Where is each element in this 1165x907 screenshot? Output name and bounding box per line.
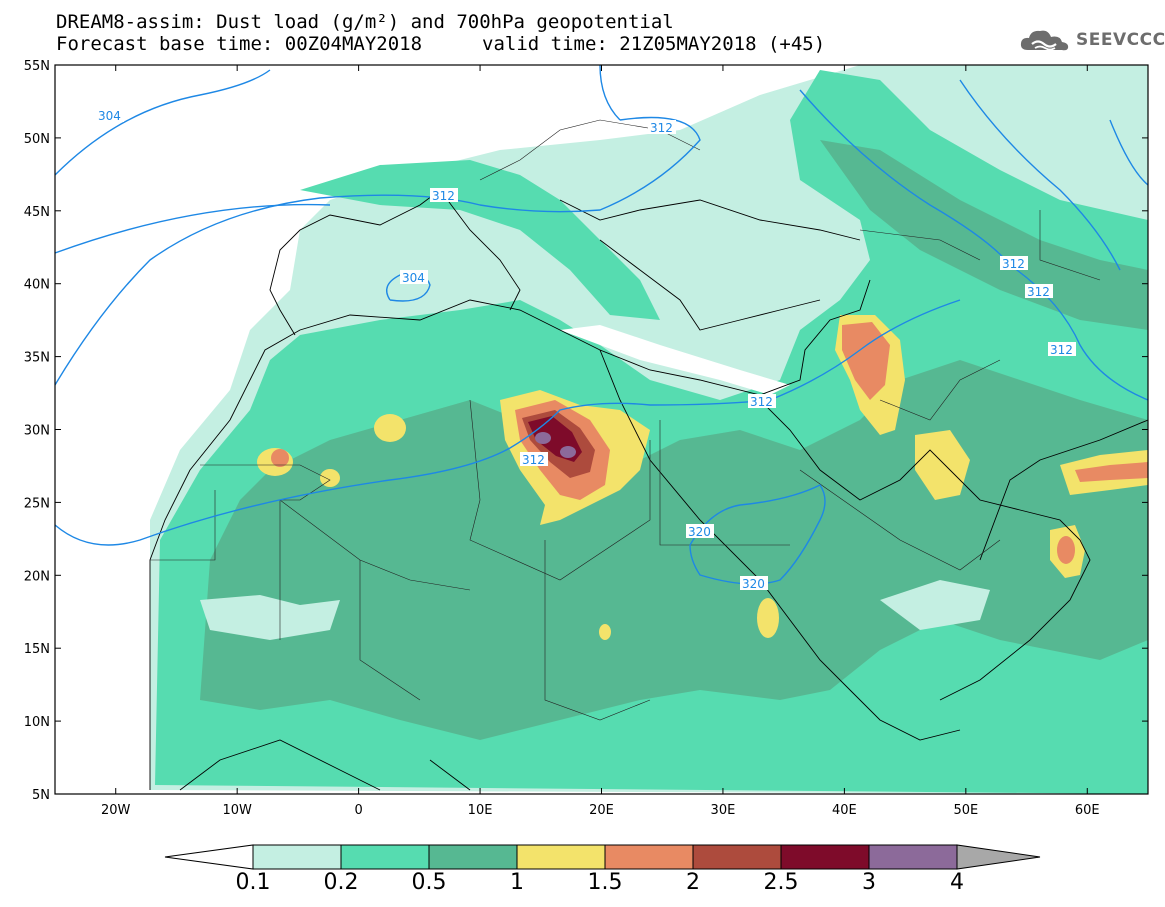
- dust-spot-algeria: [374, 414, 406, 442]
- dust-spot-morocco-orange: [271, 449, 289, 467]
- logo-text: SEEVCCC: [1076, 30, 1165, 50]
- colorbar-swatch: [868, 844, 958, 870]
- dust-clear-pocket-2: [880, 580, 990, 630]
- colorbar-swatch: [516, 844, 606, 870]
- lon-label: 30E: [711, 803, 736, 818]
- colorbar-swatch: [340, 844, 430, 870]
- colorbar: 0.1 0.2 0.5 1 1.5 2 2.5 3 4: [164, 844, 1041, 895]
- colorbar-label: 4: [950, 870, 964, 895]
- dust-spot-oman-orange: [1057, 536, 1075, 564]
- lat-label: 5N: [32, 788, 50, 803]
- dust-contour-0.5: [200, 360, 1148, 740]
- lat-label: 15N: [24, 642, 50, 657]
- dust-contour-1-gulf: [915, 430, 970, 500]
- isoline-label: 312: [1050, 343, 1073, 357]
- lon-label: 60E: [1075, 803, 1100, 818]
- dust-contour-1.5-iran: [1075, 462, 1148, 482]
- dust-clear-med: [560, 325, 790, 395]
- isoline-label: 312: [1027, 285, 1050, 299]
- isoline-labels: 304 304 312 312 312 312 312 312 312 320 …: [96, 108, 1076, 591]
- lon-label: 50E: [953, 803, 978, 818]
- colorbar-low-arrow: [164, 844, 254, 870]
- cloud-icon: [1020, 30, 1069, 51]
- lat-label: 20N: [24, 569, 50, 584]
- isoline-label: 312: [1002, 257, 1025, 271]
- country-borders: [150, 119, 1101, 721]
- latitude-axis: 55N 50N 45N 40N 35N 30N 25N 20N 15N 10N 5N: [24, 59, 1148, 803]
- lon-label: 40E: [832, 803, 857, 818]
- colorbar-swatch: [780, 844, 870, 870]
- dust-contour-1.5-iraq: [842, 322, 890, 400]
- dust-spot-mali: [320, 469, 340, 487]
- lat-label: 45N: [24, 205, 50, 220]
- coastlines: [149, 189, 1148, 791]
- colorbar-label: 3: [862, 870, 876, 895]
- lat-label: 25N: [24, 496, 50, 511]
- isoline-label: 304: [402, 271, 425, 285]
- isoline-label: 312: [432, 189, 455, 203]
- dust-spot-sudan: [757, 598, 779, 638]
- isoline-label: 320: [688, 525, 711, 539]
- lon-label: 20W: [101, 803, 131, 818]
- map-area: 304 304 312 312 312 312 312 312 312 320 …: [55, 65, 1148, 794]
- lat-label: 55N: [24, 59, 50, 74]
- lat-label: 50N: [24, 132, 50, 147]
- valid-time: valid time: 21Z05MAY2018 (+45): [482, 33, 826, 55]
- isoline-label: 320: [742, 577, 765, 591]
- lat-label: 35N: [24, 351, 50, 366]
- colorbar-label: 0.1: [236, 870, 271, 895]
- colorbar-label: 0.2: [324, 870, 359, 895]
- colorbar-high-arrow: [956, 844, 1041, 870]
- lon-label: 10E: [468, 803, 493, 818]
- colorbar-label: 2: [686, 870, 700, 895]
- lon-label: 20E: [589, 803, 614, 818]
- lat-label: 30N: [24, 424, 50, 439]
- dust-contour-3b: [560, 446, 576, 458]
- dust-contour-0.5-ne: [820, 140, 1148, 330]
- colorbar-swatch: [604, 844, 694, 870]
- forecast-base-time: Forecast base time: 00Z04MAY2018: [56, 33, 423, 55]
- dust-clear-pocket: [200, 595, 340, 640]
- colorbar-swatch: [252, 844, 342, 870]
- isoline-label: 312: [650, 121, 673, 135]
- colorbar-label: 2.5: [764, 870, 799, 895]
- colorbar-label: 1.5: [588, 870, 623, 895]
- chart-title: DREAM8-assim: Dust load (g/m²) and 700hP…: [56, 11, 674, 33]
- colorbar-label: 0.5: [412, 870, 447, 895]
- dust-contour-0.2-north: [300, 160, 660, 320]
- isoline-label: 312: [750, 395, 773, 409]
- colorbar-swatch: [428, 844, 518, 870]
- lat-label: 10N: [24, 715, 50, 730]
- seevccc-logo: SEEVCCC: [1018, 26, 1165, 54]
- colorbar-label: 1: [510, 870, 524, 895]
- lon-label: 10W: [222, 803, 252, 818]
- isoline-label: 312: [522, 453, 545, 467]
- colorbar-swatch: [692, 844, 782, 870]
- dust-spot-chad: [599, 624, 611, 640]
- lat-label: 40N: [24, 278, 50, 293]
- isoline-label: 304: [98, 109, 121, 123]
- longitude-axis: 20W 10W 0 10E 20E 30E 40E 50E 60E: [101, 65, 1100, 818]
- dust-contour-3: [535, 432, 551, 444]
- lon-label: 0: [354, 803, 362, 818]
